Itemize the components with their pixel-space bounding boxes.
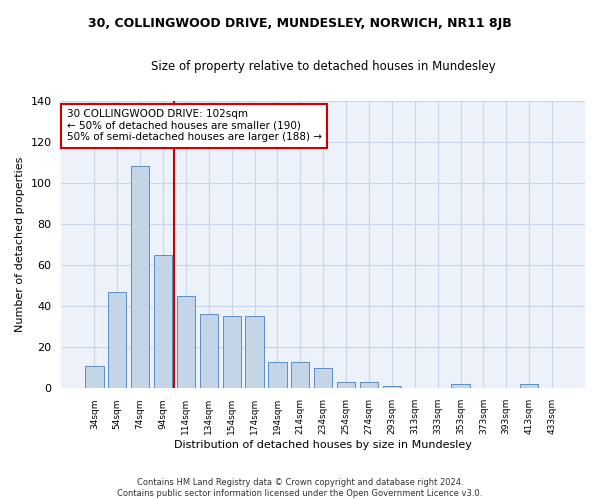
Text: 30 COLLINGWOOD DRIVE: 102sqm
← 50% of detached houses are smaller (190)
50% of s: 30 COLLINGWOOD DRIVE: 102sqm ← 50% of de… [67,109,322,142]
Bar [268,362,287,388]
Bar [520,384,538,388]
Text: Contains HM Land Registry data © Crown copyright and database right 2024.
Contai: Contains HM Land Registry data © Crown c… [118,478,482,498]
Title: Size of property relative to detached houses in Mundesley: Size of property relative to detached ho… [151,60,496,73]
Bar [223,316,241,388]
Bar [200,314,218,388]
Bar [85,366,104,388]
Bar [383,386,401,388]
Bar [451,384,470,388]
Bar [360,382,378,388]
Bar [245,316,264,388]
Bar [177,296,195,388]
X-axis label: Distribution of detached houses by size in Mundesley: Distribution of detached houses by size … [174,440,472,450]
Bar [131,166,149,388]
Bar [314,368,332,388]
Text: 30, COLLINGWOOD DRIVE, MUNDESLEY, NORWICH, NR11 8JB: 30, COLLINGWOOD DRIVE, MUNDESLEY, NORWIC… [88,18,512,30]
Bar [291,362,310,388]
Bar [108,292,127,388]
Bar [154,254,172,388]
Y-axis label: Number of detached properties: Number of detached properties [15,157,25,332]
Bar [337,382,355,388]
